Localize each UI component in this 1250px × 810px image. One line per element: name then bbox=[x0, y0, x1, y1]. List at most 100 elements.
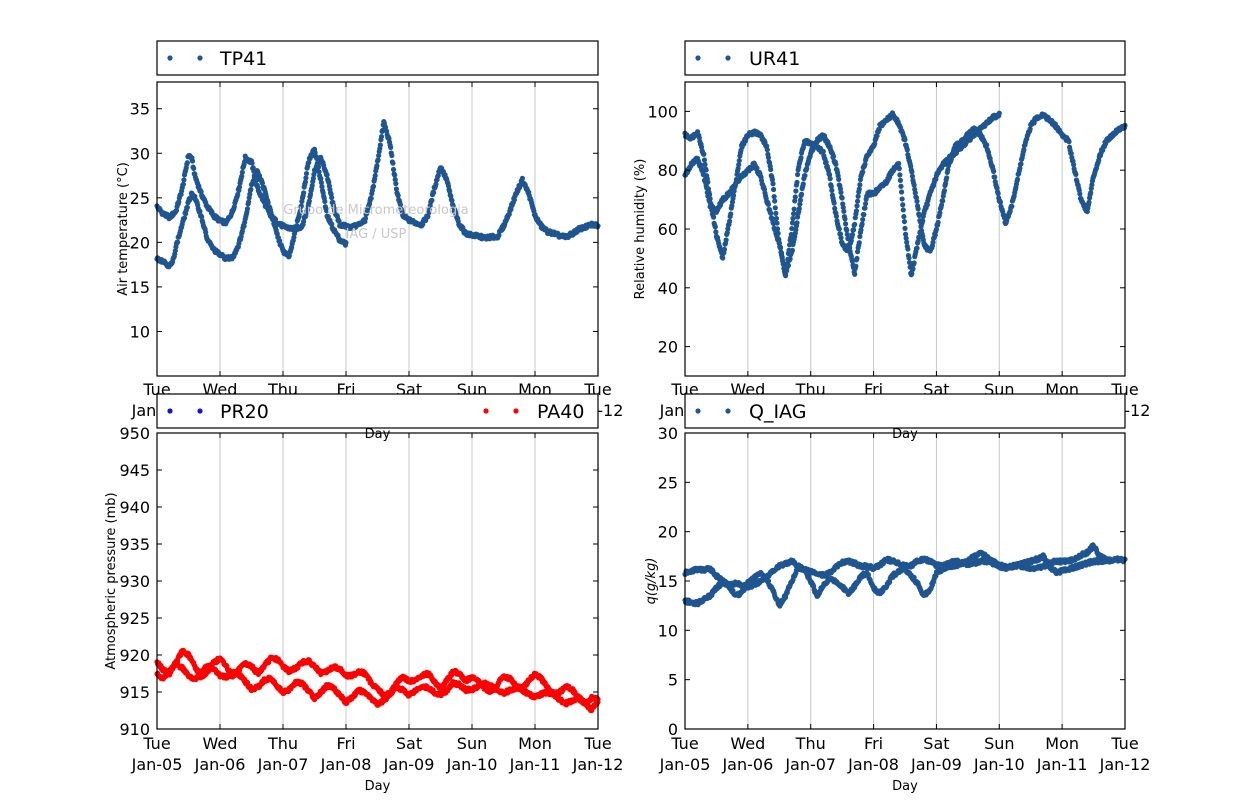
data-point bbox=[899, 196, 905, 202]
data-point bbox=[508, 206, 514, 212]
data-point bbox=[794, 179, 800, 185]
x-tick-day-label: Thu bbox=[267, 734, 298, 753]
data-point bbox=[785, 262, 792, 269]
legend: UR41 bbox=[684, 40, 1126, 76]
legend-marker bbox=[167, 408, 173, 414]
y-tick-label: 935 bbox=[119, 535, 150, 554]
data-point bbox=[920, 218, 926, 224]
data-point bbox=[902, 136, 908, 143]
legend-label: PR20 bbox=[220, 401, 269, 423]
data-point bbox=[377, 142, 383, 148]
x-axis-label: Day bbox=[892, 427, 918, 442]
data-point bbox=[855, 193, 861, 199]
data-point bbox=[906, 255, 912, 261]
data-point bbox=[376, 152, 382, 159]
data-points bbox=[682, 110, 1128, 279]
data-point bbox=[310, 175, 316, 181]
data-point bbox=[189, 158, 196, 164]
data-points bbox=[154, 118, 601, 270]
data-point bbox=[829, 187, 835, 193]
data-point bbox=[378, 133, 385, 140]
data-point bbox=[392, 176, 398, 183]
data-point bbox=[842, 221, 849, 227]
data-point bbox=[701, 172, 707, 178]
data-point bbox=[309, 182, 315, 189]
data-point bbox=[852, 271, 858, 277]
data-point bbox=[303, 170, 310, 177]
x-tick-day-label: Tue bbox=[142, 734, 170, 753]
data-point bbox=[728, 211, 734, 217]
watermark-text: Grupo de Micrometeorologia bbox=[283, 203, 469, 218]
data-point bbox=[910, 266, 916, 272]
data-point bbox=[1009, 203, 1015, 209]
data-point bbox=[764, 147, 770, 153]
legend-marker bbox=[695, 55, 701, 61]
data-point bbox=[772, 198, 778, 204]
data-point bbox=[704, 185, 710, 191]
data-point bbox=[897, 177, 904, 183]
data-point bbox=[841, 208, 847, 214]
data-point bbox=[701, 157, 708, 163]
data-point bbox=[429, 197, 435, 203]
y-tick-label: 915 bbox=[119, 683, 150, 702]
data-point bbox=[303, 175, 309, 181]
data-point bbox=[720, 255, 726, 261]
data-point bbox=[854, 203, 860, 209]
data-point bbox=[996, 110, 1002, 116]
data-point bbox=[905, 246, 911, 252]
data-point bbox=[862, 201, 869, 207]
data-point bbox=[184, 204, 190, 210]
data-point bbox=[496, 232, 502, 238]
data-point bbox=[798, 155, 804, 161]
y-tick-label: 940 bbox=[119, 498, 150, 517]
x-tick-date-label: Jan-12 bbox=[572, 755, 624, 774]
data-point bbox=[995, 190, 1001, 197]
legend: TP41 bbox=[156, 40, 599, 76]
data-point bbox=[726, 218, 733, 224]
data-point bbox=[431, 190, 437, 196]
data-point bbox=[777, 244, 784, 250]
data-point bbox=[301, 190, 307, 196]
data-point bbox=[1018, 161, 1024, 167]
data-point bbox=[392, 172, 398, 178]
data-point bbox=[856, 240, 862, 246]
x-tick-date-label: Jan-09 bbox=[383, 755, 435, 774]
legend-marker bbox=[167, 55, 173, 61]
data-point bbox=[197, 208, 203, 214]
data-point bbox=[900, 202, 906, 208]
y-tick-label: 25 bbox=[130, 189, 150, 208]
data-point bbox=[853, 208, 860, 214]
y-tick-label: 35 bbox=[130, 100, 150, 119]
data-point bbox=[180, 181, 186, 187]
data-point bbox=[845, 236, 851, 242]
y-tick-label: 945 bbox=[119, 461, 150, 480]
data-point bbox=[850, 227, 857, 233]
chart-panel-3: 910915920925930935940945950TueJan-05WedJ… bbox=[104, 393, 624, 794]
x-tick-date-label: Jan-11 bbox=[509, 755, 561, 774]
data-point bbox=[1073, 171, 1079, 177]
legend-label: PA40 bbox=[537, 401, 584, 423]
data-point bbox=[771, 194, 777, 200]
data-point bbox=[370, 183, 377, 189]
y-tick-label: 30 bbox=[130, 144, 150, 163]
legend-marker bbox=[725, 55, 731, 61]
data-point bbox=[909, 169, 915, 175]
data-point bbox=[181, 215, 188, 221]
data-point bbox=[992, 174, 998, 180]
data-point bbox=[793, 188, 799, 194]
y-axis-label: Air temperature (°C) bbox=[116, 162, 131, 296]
data-point bbox=[904, 147, 910, 153]
data-point bbox=[324, 172, 330, 178]
data-point bbox=[839, 195, 845, 201]
x-tick-date-label: Jan-06 bbox=[194, 755, 246, 774]
data-point bbox=[1066, 139, 1072, 145]
data-point bbox=[765, 201, 772, 207]
y-tick-label: 20 bbox=[130, 233, 150, 252]
data-point bbox=[790, 215, 796, 222]
data-point bbox=[773, 210, 779, 216]
data-point bbox=[833, 161, 839, 167]
data-point bbox=[831, 200, 837, 206]
y-tick-label: 40 bbox=[658, 279, 678, 298]
x-axis-label: Day bbox=[365, 427, 391, 442]
